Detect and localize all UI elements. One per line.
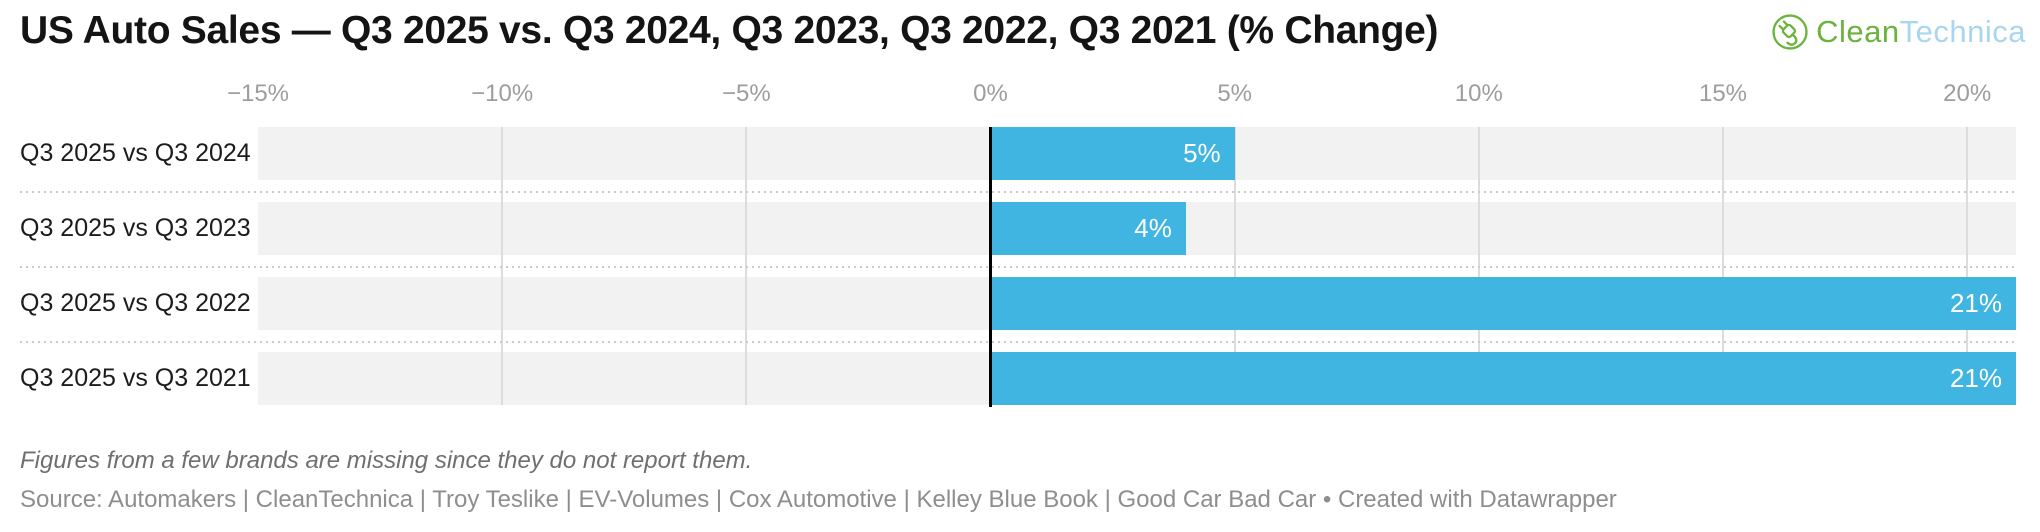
row-label: Q3 2025 vs Q3 2022 bbox=[20, 289, 251, 317]
bar-value-label: 21% bbox=[1949, 363, 2002, 393]
chart-title: US Auto Sales — Q3 2025 vs. Q3 2024, Q3 … bbox=[20, 9, 1439, 52]
row-labels: Q3 2025 vs Q3 2024 Q3 2025 vs Q3 2023 Q3 2… bbox=[20, 127, 251, 405]
cleantechnica-logo: CleanTechnica bbox=[1771, 11, 2026, 53]
row-label: Q3 2025 vs Q3 2024 bbox=[20, 139, 251, 167]
source-line: Source: Automakers | CleanTechnica | Tro… bbox=[20, 486, 1617, 513]
zero-baseline bbox=[989, 127, 992, 407]
bar: 21% bbox=[990, 352, 2016, 405]
logo-text-technica: Technica bbox=[1899, 14, 2026, 49]
gridline bbox=[501, 127, 504, 405]
x-axis-tick-label: −5% bbox=[721, 80, 771, 107]
row-label: Q3 2025 vs Q3 2021 bbox=[20, 364, 251, 392]
x-axis-tick-label: −10% bbox=[471, 80, 534, 107]
bar-value-label: 21% bbox=[1949, 288, 2002, 318]
plot-area: 5% 4% 21% 21% bbox=[258, 127, 2016, 407]
x-axis-tick-label: 15% bbox=[1698, 80, 1748, 107]
bar: 21% bbox=[990, 277, 2016, 330]
bar-value-label: 4% bbox=[1134, 213, 1172, 243]
x-axis-tick-label: 0% bbox=[973, 80, 1008, 107]
x-axis-tick-label: 20% bbox=[1943, 80, 1992, 107]
x-axis-tick-label: −15% bbox=[226, 80, 290, 107]
cleantechnica-logo-text: CleanTechnica bbox=[1816, 14, 2026, 50]
bar: 4% bbox=[990, 202, 1186, 255]
row-label: Q3 2025 vs Q3 2023 bbox=[20, 214, 251, 242]
logo-text-clean: Clean bbox=[1816, 14, 1900, 49]
gridline bbox=[745, 127, 748, 405]
x-axis-tick-label: 5% bbox=[1217, 80, 1252, 107]
bar: 5% bbox=[990, 127, 1235, 180]
x-axis-tick-label: 10% bbox=[1454, 80, 1503, 107]
bar-value-label: 5% bbox=[1183, 138, 1221, 168]
footnote: Figures from a few brands are missing si… bbox=[20, 447, 753, 474]
plug-circle-icon bbox=[1772, 14, 1808, 50]
x-axis-labels: −15% −10% −5% 0% 5% 10% 15% 20% bbox=[227, 80, 2016, 110]
